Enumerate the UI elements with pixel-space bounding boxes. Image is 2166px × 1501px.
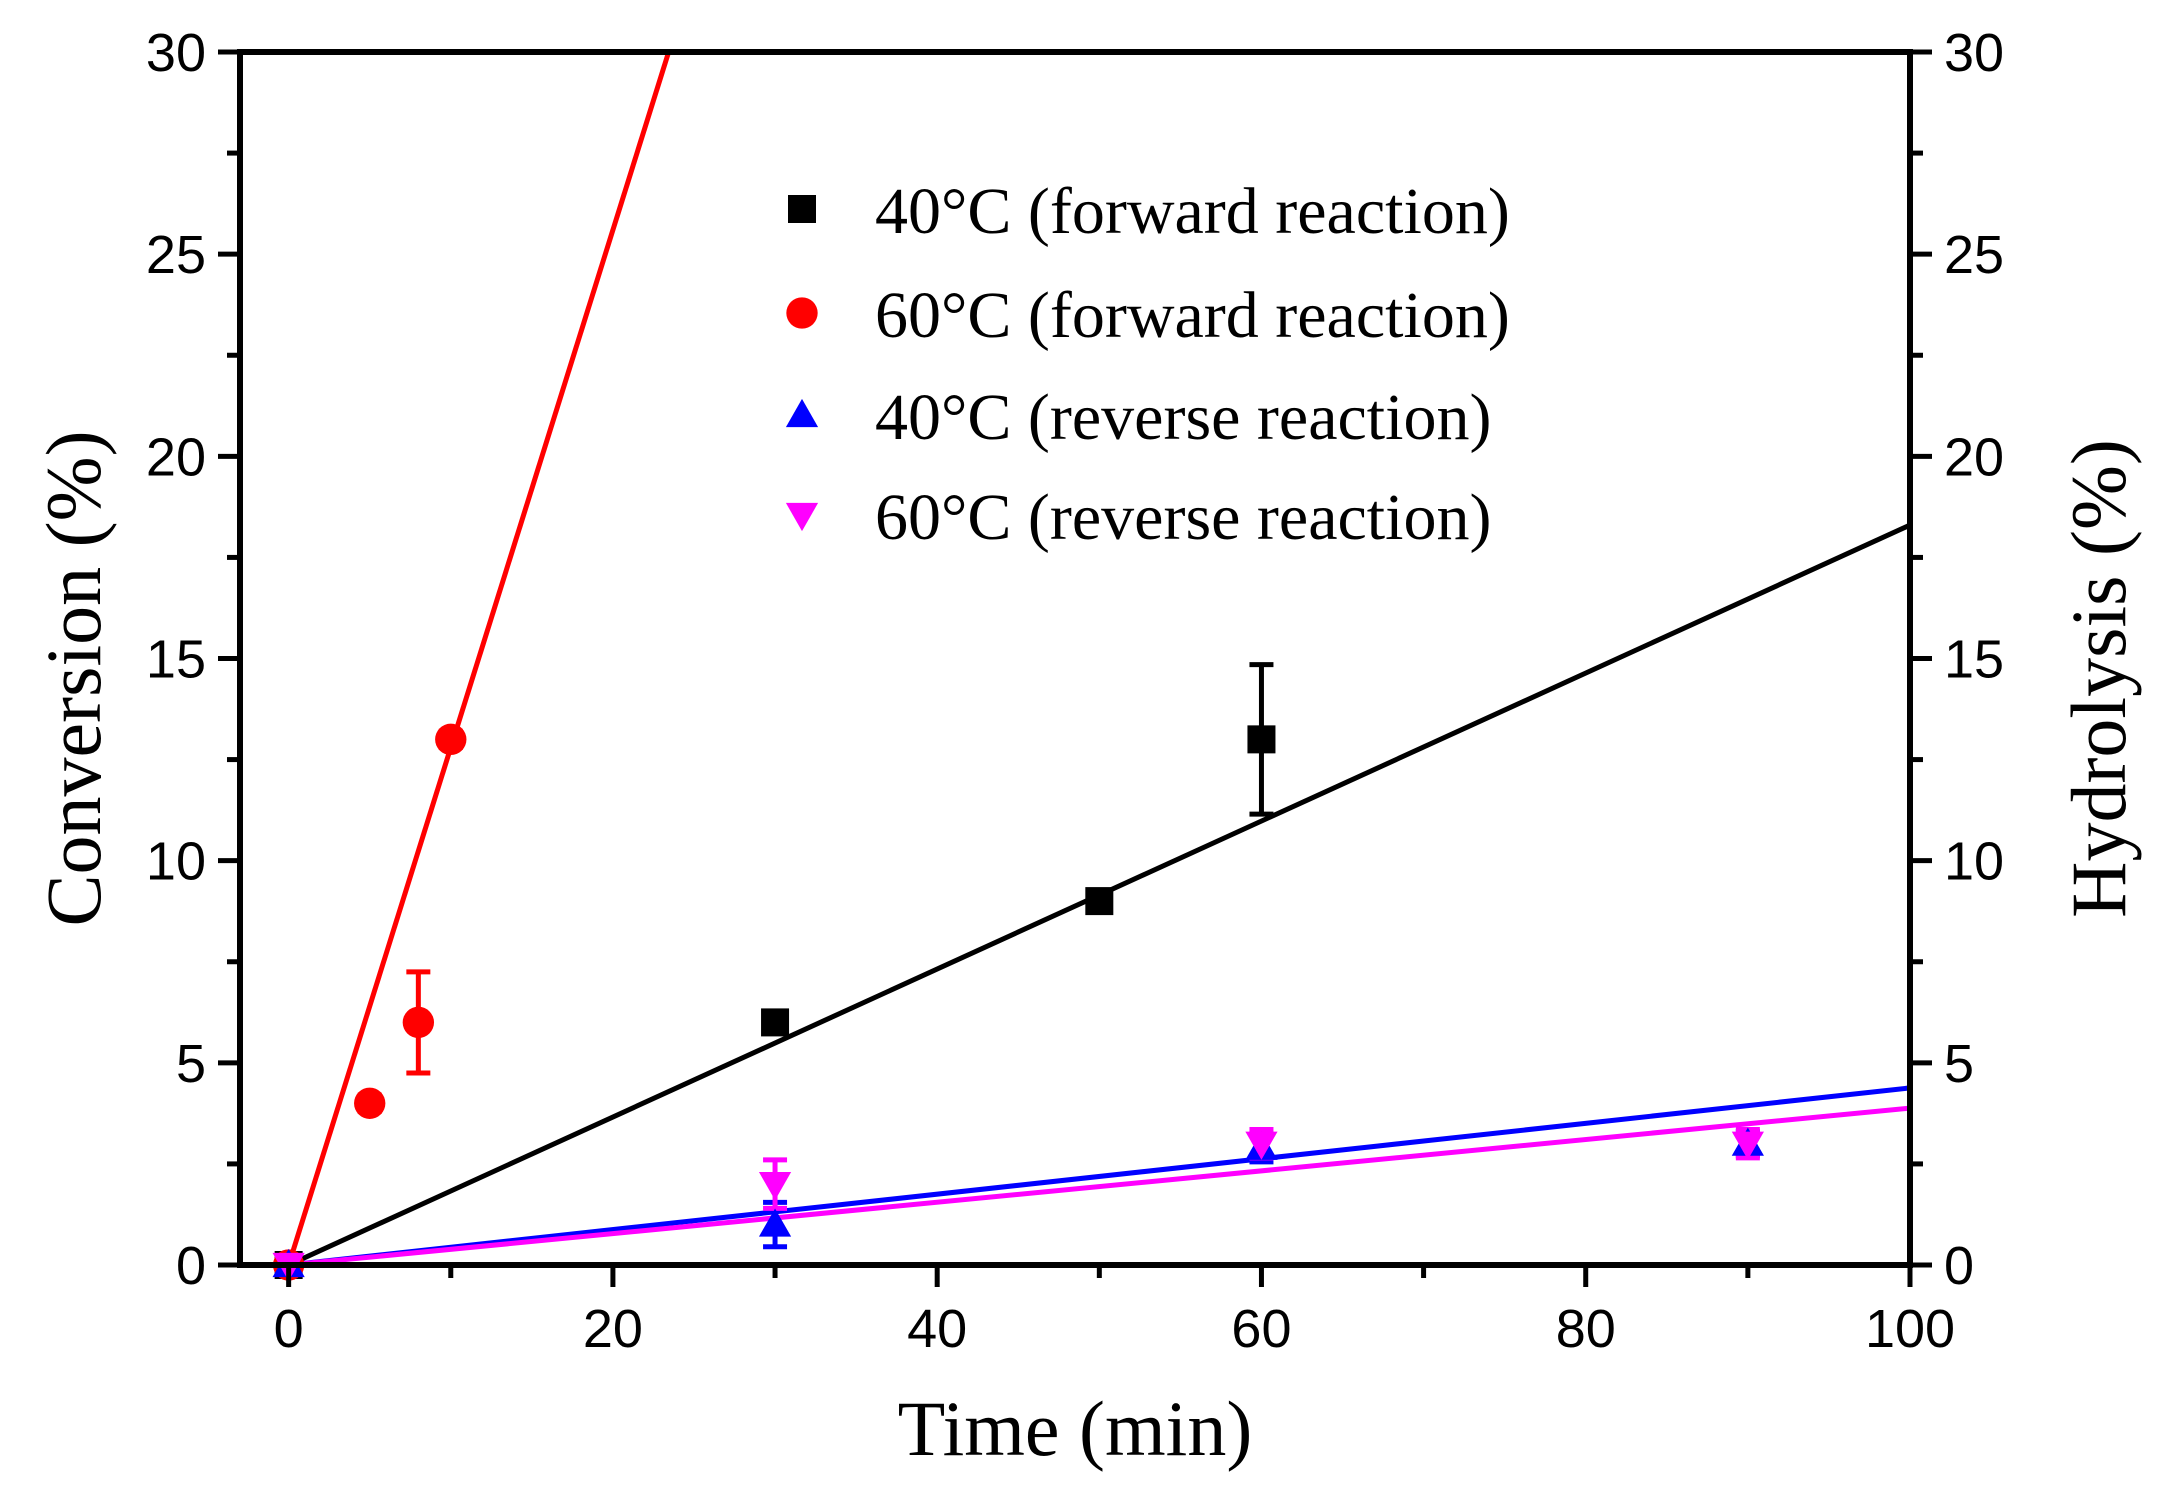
x-tick-label: 0 [274, 1299, 304, 1359]
y2-tick-label: 15 [1944, 630, 2004, 690]
y-tick-label: 20 [146, 427, 206, 487]
y-tick-label: 5 [176, 1034, 206, 1094]
y-tick-label: 10 [146, 832, 206, 892]
fit-line [286, 52, 672, 1265]
data-point [1085, 887, 1114, 916]
data-point [1247, 725, 1276, 754]
legend-item: 40°C (reverse reaction) [785, 381, 1491, 454]
legend-label: 40°C (reverse reaction) [875, 381, 1491, 454]
y-axis-title: Conversion (%) [30, 430, 117, 926]
error-bars [357, 662, 1760, 1250]
x-axis-title: Time (min) [898, 1385, 1253, 1472]
data-point [1245, 1131, 1278, 1160]
y2-tick-label: 25 [1944, 225, 2004, 285]
data-point [761, 1008, 790, 1037]
x-tick-label: 40 [907, 1299, 967, 1359]
legend-marker [788, 195, 816, 223]
data-point [758, 1208, 792, 1237]
y2-tick-label: 10 [1944, 832, 2004, 892]
y2-axis-title: Hydrolysis (%) [2055, 439, 2142, 918]
data-point [435, 723, 467, 756]
y2-tick-label: 30 [1944, 23, 2004, 83]
y-tick-label: 25 [146, 225, 206, 285]
x-tick-label: 100 [1865, 1299, 1955, 1359]
legend-marker [786, 297, 818, 329]
data-point [402, 1006, 435, 1039]
data-point [1731, 1131, 1764, 1160]
y-tick-label: 15 [146, 630, 206, 690]
data-point [354, 1087, 386, 1119]
legend: 40°C (forward reaction) 60°C (forward rea… [785, 175, 1510, 554]
legend-marker [785, 502, 819, 532]
fit-line [288, 1085, 1910, 1265]
data-markers [272, 723, 1764, 1282]
data-point [758, 1172, 792, 1201]
axis-ticks [218, 49, 1932, 1287]
y2-tick-label: 20 [1944, 427, 2004, 487]
y2-tick-label: 0 [1944, 1236, 1974, 1296]
x-tick-label: 60 [1231, 1299, 1291, 1359]
y-tick-label: 30 [146, 23, 206, 83]
legend-item: 60°C (forward reaction) [786, 279, 1510, 352]
legend-item: 40°C (forward reaction) [788, 175, 1510, 248]
fit-line [288, 1105, 1910, 1265]
legend-label: 60°C (forward reaction) [875, 279, 1510, 352]
x-tick-label: 20 [583, 1299, 643, 1359]
legend-label: 40°C (forward reaction) [875, 175, 1510, 248]
y-tick-label: 0 [176, 1236, 206, 1296]
x-tick-label: 80 [1556, 1299, 1616, 1359]
legend-marker [785, 398, 819, 428]
y2-tick-label: 5 [1944, 1034, 1974, 1094]
legend-item: 60°C (reverse reaction) [785, 481, 1491, 554]
legend-label: 60°C (reverse reaction) [875, 481, 1491, 554]
